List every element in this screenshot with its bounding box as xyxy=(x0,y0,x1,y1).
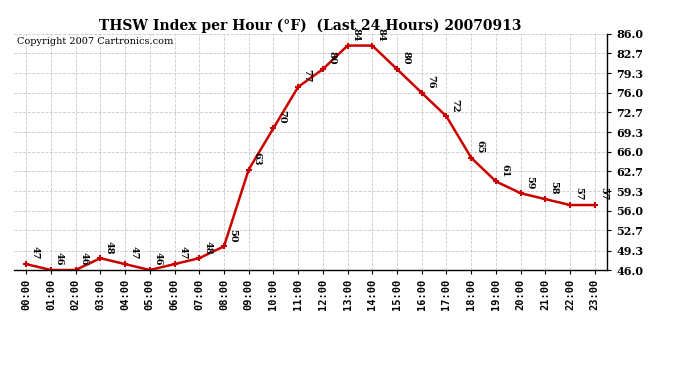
Text: 80: 80 xyxy=(401,51,410,65)
Text: 61: 61 xyxy=(500,164,509,177)
Text: 47: 47 xyxy=(129,246,138,260)
Text: 65: 65 xyxy=(475,140,484,154)
Text: 47: 47 xyxy=(30,246,39,260)
Text: 63: 63 xyxy=(253,152,262,165)
Text: 57: 57 xyxy=(574,188,583,201)
Text: 72: 72 xyxy=(451,99,460,112)
Text: 50: 50 xyxy=(228,229,237,242)
Text: Copyright 2007 Cartronics.com: Copyright 2007 Cartronics.com xyxy=(17,37,173,46)
Text: 70: 70 xyxy=(277,111,286,124)
Text: 76: 76 xyxy=(426,75,435,88)
Text: 57: 57 xyxy=(599,188,608,201)
Text: 47: 47 xyxy=(179,246,188,260)
Text: 48: 48 xyxy=(104,240,113,254)
Text: 59: 59 xyxy=(525,176,534,189)
Text: 46: 46 xyxy=(154,252,163,266)
Text: 46: 46 xyxy=(55,252,64,266)
Text: 84: 84 xyxy=(352,28,361,41)
Text: 48: 48 xyxy=(204,240,213,254)
Title: THSW Index per Hour (°F)  (Last 24 Hours) 20070913: THSW Index per Hour (°F) (Last 24 Hours)… xyxy=(99,18,522,33)
Text: 80: 80 xyxy=(327,51,336,65)
Text: 84: 84 xyxy=(377,28,386,41)
Text: 46: 46 xyxy=(80,252,89,266)
Text: 58: 58 xyxy=(549,182,558,195)
Text: 77: 77 xyxy=(302,69,311,83)
